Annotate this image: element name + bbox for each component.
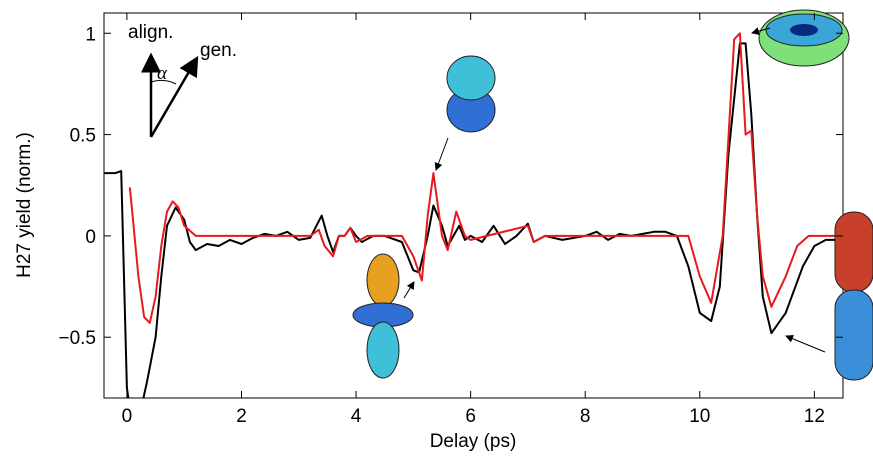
axes-frame <box>103 12 844 399</box>
pointer-arrows <box>403 27 826 353</box>
y-tick-label: 1 <box>85 24 96 45</box>
y-tick-label: 0 <box>85 227 96 248</box>
x-axis-label: Delay (ps) <box>430 431 517 452</box>
annotation: α <box>157 63 168 84</box>
plot-area <box>104 32 843 398</box>
x-tick-label: 8 <box>580 406 591 427</box>
data-line <box>104 42 843 398</box>
x-tick-label: 2 <box>236 406 247 427</box>
x-tick-label: 6 <box>465 406 476 427</box>
x-tick-label: 12 <box>804 406 825 427</box>
inset-lobes <box>352 253 414 379</box>
y-axis-label: H27 yield (norm.) <box>14 132 35 278</box>
annotation: align. <box>128 22 173 43</box>
inset-column <box>834 211 873 381</box>
x-tick-label: 0 <box>122 406 133 427</box>
y-tick-label: 0.5 <box>70 126 96 147</box>
annotation: gen. <box>200 40 237 61</box>
angle-vectors <box>141 52 199 138</box>
angle-arc <box>150 79 177 85</box>
y-tick-label: −0.5 <box>58 328 96 349</box>
inset-torus <box>758 9 850 67</box>
x-tick-label: 4 <box>351 406 362 427</box>
x-tick-label: 10 <box>689 406 710 427</box>
inset-peanut <box>446 55 496 133</box>
data-line <box>128 32 843 324</box>
